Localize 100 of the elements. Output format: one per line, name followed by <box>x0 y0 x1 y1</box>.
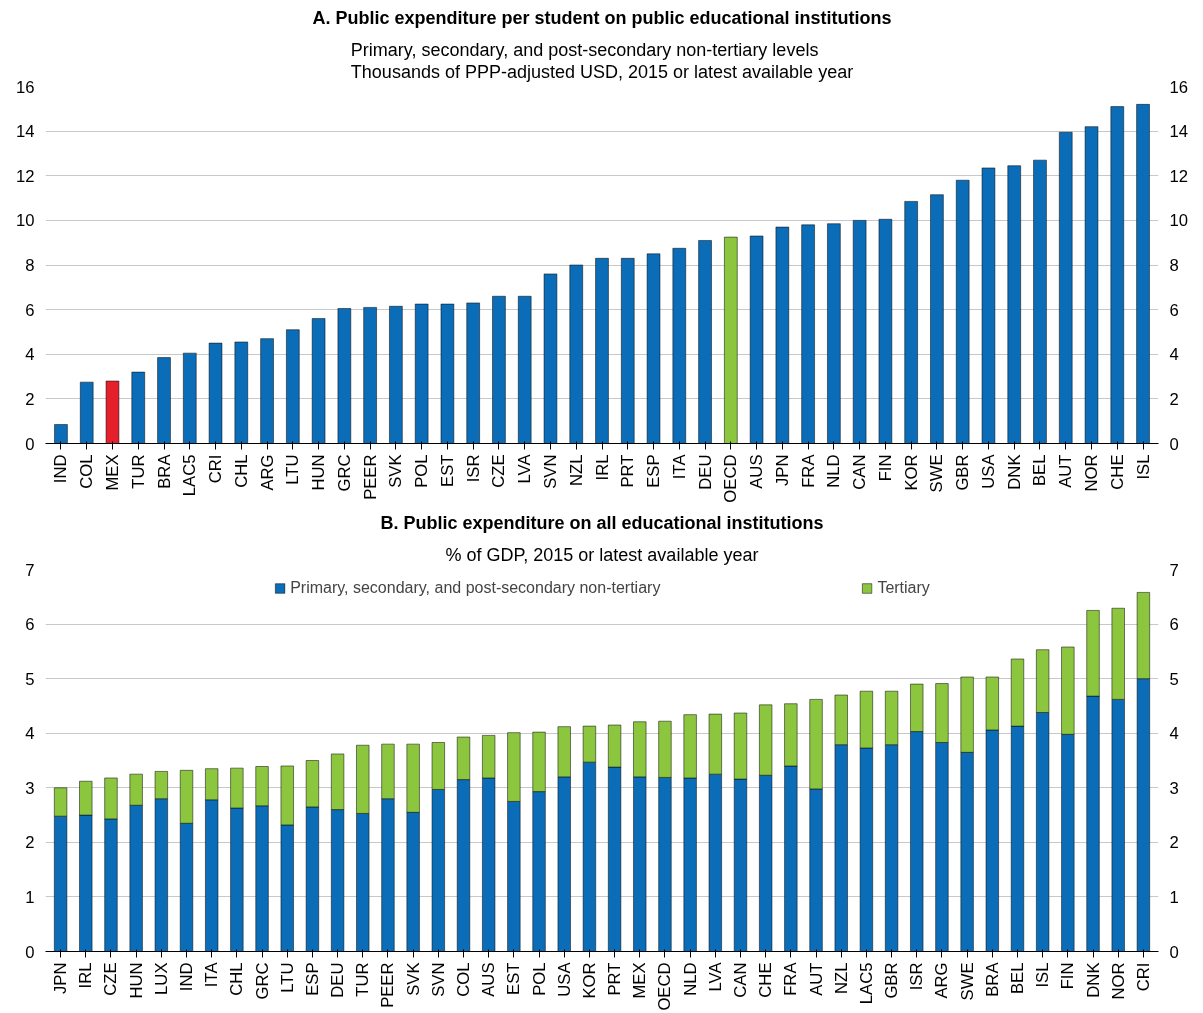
x-tick-label: BEL <box>1030 454 1050 486</box>
x-tick-label: EST <box>437 454 457 487</box>
y-tick-label: 14 <box>15 122 35 142</box>
x-tick-label: GBR <box>953 454 973 491</box>
x-tick-label: GRC <box>252 962 272 1000</box>
x-tick-label: ISL <box>1133 454 1153 480</box>
x-tick-label: TUR <box>128 454 148 489</box>
x-tick-label: FRA <box>798 453 818 488</box>
y2-tick-label: 2 <box>1169 833 1179 853</box>
x-tick-label: SVN <box>540 454 560 489</box>
x-tick-label: ARG <box>932 962 952 999</box>
x-tick-label: DEU <box>328 962 348 998</box>
chart-title: A. Public expenditure per student on public educational institutions <box>312 7 892 28</box>
x-tick-label: CAN <box>850 454 870 490</box>
x-tick-label: KOR <box>901 454 921 491</box>
x-tick-label: OECD <box>655 962 675 1011</box>
x-tick-label: JPN <box>51 962 71 994</box>
x-tick-label: LVA <box>705 961 725 992</box>
x-tick-label: CAN <box>731 962 750 998</box>
y-tick-label: 12 <box>15 166 35 186</box>
x-tick-label: LTU <box>277 962 297 993</box>
y2-tick-label: 5 <box>1169 669 1179 689</box>
y2-tick-label: 14 <box>1169 122 1189 142</box>
y2-tick-label: 4 <box>1169 345 1179 365</box>
x-tick-label: CHE <box>756 962 776 998</box>
x-tick-label: PEER <box>360 454 380 500</box>
x-tick-label: SVN <box>428 962 448 997</box>
x-tick-label: USA <box>554 961 574 997</box>
x-tick-label: NOR <box>1082 454 1102 492</box>
y2-tick-label: 8 <box>1169 256 1179 275</box>
x-tick-label: IND <box>51 454 71 484</box>
x-tick-label: ESP <box>644 454 664 488</box>
y-tick-label: 16 <box>15 77 35 97</box>
x-tick-label: JPN <box>772 454 792 486</box>
x-tick-label: CRI <box>1133 962 1153 992</box>
y-tick-label: 5 <box>25 669 35 689</box>
y2-tick-label: 3 <box>1169 778 1179 798</box>
y-tick-label: 0 <box>25 942 35 962</box>
x-tick-label: ARG <box>257 454 277 491</box>
chart-subtitle: Primary, secondary, and post-secondary non-tertiary levels Thousands of PPP-adjusted USD, 2015 or latest available year <box>350 39 854 82</box>
x-tick-label: CHE <box>1107 454 1127 490</box>
x-tick-label: COL <box>77 454 97 489</box>
x-tick-label: NOR <box>1108 962 1128 1000</box>
x-tick-label: POL <box>529 962 549 996</box>
x-tick-label: AUS <box>479 962 499 997</box>
y-tick-label: 4 <box>25 345 35 365</box>
chart-subtitle: % of GDP, 2015 or latest available year <box>445 544 759 565</box>
x-tick-label: SWE <box>927 454 947 493</box>
y2-tick-label: 2 <box>1169 389 1179 409</box>
y2-tick-label: 7 <box>1169 560 1179 580</box>
legend-label: Tertiary <box>877 579 930 597</box>
x-tick-label: CZE <box>101 962 121 996</box>
y-tick-label: 2 <box>25 833 35 853</box>
x-tick-label: HUN <box>309 454 329 491</box>
x-tick-label: FRA <box>781 961 801 996</box>
x-tick-label: DEU <box>695 454 715 490</box>
x-tick-label: TUR <box>353 962 373 997</box>
x-tick-label: NLD <box>680 962 700 996</box>
x-tick-label: GRC <box>334 454 354 492</box>
x-tick-label: OECD <box>721 454 741 503</box>
x-tick-label: ITA <box>669 453 689 480</box>
y2-tick-label: 1 <box>1169 887 1179 907</box>
y2-tick-label: 0 <box>1169 942 1179 962</box>
y-tick-label: 6 <box>25 300 35 320</box>
y2-tick-label: 4 <box>1169 724 1179 744</box>
y-tick-label: 4 <box>25 724 35 744</box>
x-tick-label: HUN <box>126 962 146 999</box>
x-tick-label: EST <box>504 962 524 995</box>
x-tick-label: LTU <box>283 454 303 485</box>
y2-tick-label: 6 <box>1169 615 1179 635</box>
y-tick-label: 0 <box>25 434 35 454</box>
x-tick-label: SVK <box>403 962 423 996</box>
x-tick-label: PRT <box>618 454 638 488</box>
y-tick-label: 6 <box>25 615 35 635</box>
y-tick-label: 2 <box>25 389 35 409</box>
x-tick-label: SWE <box>957 962 977 1001</box>
x-tick-label: IND <box>177 962 197 992</box>
x-tick-label: GBR <box>882 962 902 999</box>
y-tick-label: 3 <box>25 778 35 798</box>
x-tick-label: LVA <box>515 453 535 484</box>
x-tick-label: NLD <box>824 454 844 488</box>
x-tick-label: ISL <box>1033 962 1053 988</box>
x-tick-label: ISR <box>463 454 483 483</box>
y2-tick-label: 12 <box>1169 166 1189 186</box>
x-tick-label: BRA <box>154 453 174 489</box>
x-tick-label: ISR <box>907 962 927 991</box>
x-tick-label: POL <box>412 454 432 488</box>
x-tick-label: PEER <box>378 962 398 1008</box>
x-tick-label: ITA <box>202 961 222 988</box>
x-tick-label: SVK <box>386 454 406 488</box>
x-tick-label: PRT <box>605 962 625 996</box>
x-tick-label: NZL <box>566 454 586 486</box>
x-tick-label: LUX <box>151 962 171 995</box>
legend-label: Primary, secondary, and post-secondary non-tertiary <box>290 579 661 597</box>
x-tick-label: ESP <box>302 962 322 996</box>
y2-tick-label: 0 <box>1169 434 1179 454</box>
x-tick-label: AUT <box>806 962 826 996</box>
x-tick-label: MEX <box>102 454 122 491</box>
y2-tick-label: 10 <box>1169 211 1189 231</box>
x-tick-label: NZL <box>831 962 851 994</box>
